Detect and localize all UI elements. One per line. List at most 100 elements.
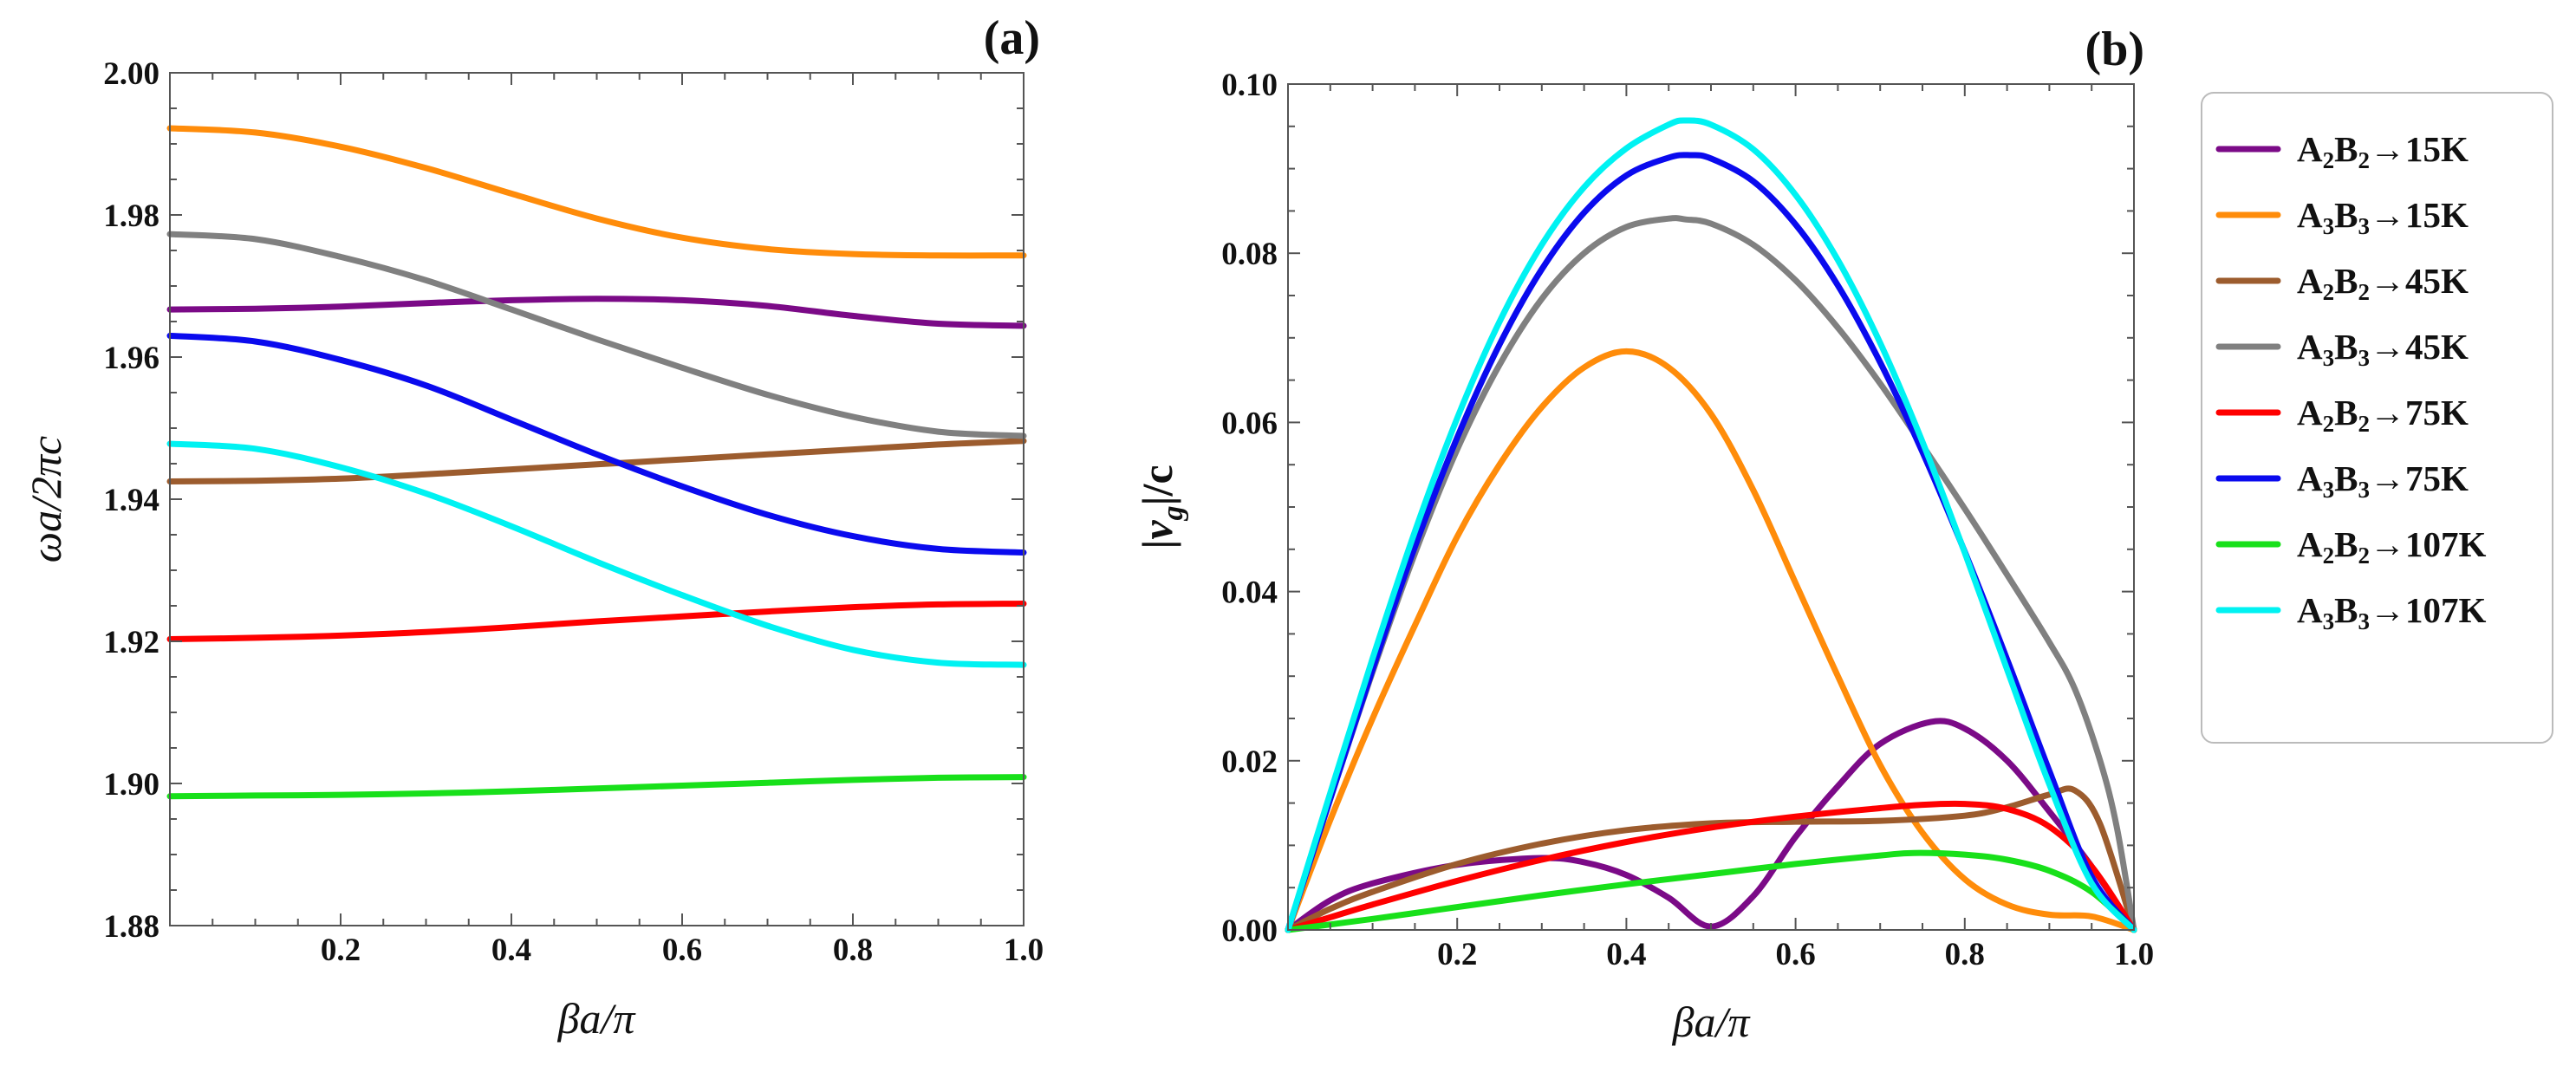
legend-label-part: 2 (2323, 147, 2335, 173)
legend-label-part: →15K (2370, 195, 2469, 235)
panel-a-y-tick-label: 1.92 (103, 625, 159, 660)
legend-label: A3B3→107K (2297, 590, 2486, 634)
legend-label-part: →107K (2370, 590, 2487, 630)
legend-entry: A2B2→15K (2215, 129, 2469, 173)
legend-label-part: B (2334, 327, 2358, 367)
panel-b-label: (b) (2085, 23, 2144, 76)
panel-a-y-tick-label: 1.98 (103, 198, 159, 234)
legend-label-part: A (2297, 393, 2323, 432)
panel-b-x-tick-label: 0.8 (1945, 937, 1985, 972)
panel-b-series-line-6 (1285, 152, 2137, 933)
legend-label-part: 3 (2358, 213, 2370, 239)
legend-label: A3B3→75K (2297, 458, 2469, 503)
legend-entry: A3B3→75K (2215, 458, 2469, 503)
ylabel-g-sub: g (1157, 505, 1189, 521)
legend-label-part: A (2297, 458, 2323, 498)
legend-label: A3B3→45K (2297, 327, 2469, 371)
legend-label-part: 2 (2358, 543, 2370, 569)
panel-a: 0.2 0.4 0.6 0.8 1.0 1.88 1.90 1.92 1.94 1.96 1.98 2… (22, 11, 1044, 1043)
panel-a-x-tick-label: 0.6 (662, 933, 702, 968)
panel-b-series-line-7 (1285, 849, 2137, 933)
panel-a-x-tick-label: 0.4 (491, 933, 531, 968)
legend-label-part: B (2334, 458, 2358, 498)
panel-b-y-tick-label: 0.10 (1221, 68, 1278, 103)
panel-a-x-tick-label: 1.0 (1004, 933, 1044, 968)
panel-b-series-line-3 (1285, 785, 2137, 933)
legend-label-part: →45K (2370, 327, 2469, 367)
legend-label-part: 2 (2358, 147, 2370, 173)
legend-label-part: A (2297, 327, 2323, 367)
panel-b-series-line-8 (1285, 117, 2137, 933)
panel-b-x-tick-label: 0.4 (1606, 937, 1646, 972)
panel-a-y-tick-label: 1.96 (103, 341, 159, 376)
panel-b-ticks: 0.2 0.4 0.6 0.8 1.0 0.00 0.02 0.04 0.06 0.08 0.10 (1221, 68, 2154, 972)
legend-label-part: →15K (2370, 129, 2469, 169)
legend-label-part: A (2297, 129, 2323, 169)
panel-a-series-group (166, 125, 1027, 800)
panel-a-series-line-2 (166, 125, 1027, 259)
legend-entry: A2B2→107K (2215, 524, 2486, 569)
panel-a-y-tick-label: 2.00 (103, 56, 159, 92)
ylabel-v: v (1133, 520, 1181, 540)
legend-entry: A2B2→75K (2215, 393, 2469, 437)
legend-label-part: A (2297, 195, 2323, 235)
legend-entry: A2B2→45K (2215, 261, 2469, 305)
panel-a-series-line-6 (166, 332, 1027, 556)
legend-label-part: 2 (2323, 543, 2335, 569)
panel-b-series-line-5 (1285, 800, 2137, 933)
legend-label-part: 3 (2323, 213, 2335, 239)
legend-label-part: B (2334, 590, 2358, 630)
legend-label: A2B2→75K (2297, 393, 2469, 437)
legend-label-part: 3 (2323, 608, 2335, 634)
panel-b-series-line-2 (1285, 348, 2137, 933)
panel-b-frame (1287, 83, 2135, 931)
legend-entry: A3B3→15K (2215, 195, 2469, 239)
ylabel-bar-open: | (1133, 540, 1181, 549)
panel-b-x-tick-label: 0.6 (1775, 937, 1815, 972)
legend-label-part: 3 (2323, 345, 2335, 371)
panel-b-y-tick-label: 0.02 (1221, 744, 1278, 780)
legend-label-part: B (2334, 524, 2358, 564)
panel-a-x-tick-label: 0.2 (321, 933, 361, 968)
panel-b-ylabel: |vg|/c (1133, 465, 1189, 549)
legend-entry: A3B3→107K (2215, 590, 2486, 634)
panel-b-x-tick-label: 1.0 (2114, 937, 2154, 972)
panel-a-series-line-1 (166, 296, 1027, 329)
legend-label-part: →75K (2370, 393, 2469, 432)
legend-label-part: 2 (2323, 279, 2335, 305)
panel-a-series-line-3 (166, 438, 1027, 484)
legend-label-part: →45K (2370, 261, 2469, 301)
panel-b-y-tick-label: 0.00 (1221, 913, 1278, 949)
panel-a-ylabel: ωa/2πc (22, 436, 70, 562)
panel-b-series-group (1285, 117, 2137, 933)
panel-b-y-tick-label: 0.04 (1221, 575, 1278, 611)
legend-label-part: 3 (2358, 477, 2370, 503)
panel-a-y-tick-label: 1.90 (103, 767, 159, 803)
panel-a-series-line-5 (166, 601, 1027, 642)
legend-label: A2B2→45K (2297, 261, 2469, 305)
legend-label-part: →75K (2370, 458, 2469, 498)
panel-a-series-line-4 (166, 231, 1027, 439)
panel-a-label: (a) (984, 11, 1040, 65)
legend-label-part: →107K (2370, 524, 2487, 564)
panel-a-series-line-7 (166, 774, 1027, 800)
legend-box (2201, 92, 2553, 744)
ylabel-rest: |/c (1133, 465, 1181, 505)
legend-label: A2B2→15K (2297, 129, 2469, 173)
legend-label-part: B (2334, 393, 2358, 432)
legend-label-part: A (2297, 590, 2323, 630)
legend-label-part: 2 (2358, 279, 2370, 305)
panel-b-y-tick-label: 0.08 (1221, 237, 1278, 272)
legend-label: A2B2→107K (2297, 524, 2486, 569)
legend-label-part: 3 (2323, 477, 2335, 503)
legend-label-part: 2 (2323, 411, 2335, 437)
panel-a-ticks: 0.2 0.4 0.6 0.8 1.0 1.88 1.90 1.92 1.94 1.96 1.98 2… (103, 56, 1044, 968)
panel-a-x-tick-label: 0.8 (833, 933, 873, 968)
panel-a-series-line-8 (166, 440, 1027, 668)
panel-b-xlabel: βa/π (1672, 998, 1752, 1046)
panel-b-y-tick-label: 0.06 (1221, 406, 1278, 441)
panel-a-y-tick-label: 1.94 (103, 483, 159, 518)
legend: A2B2→15KA3B3→15KA2B2→45KA3B3→45KA2B2→75K… (2201, 92, 2553, 744)
legend-label-part: B (2334, 195, 2358, 235)
